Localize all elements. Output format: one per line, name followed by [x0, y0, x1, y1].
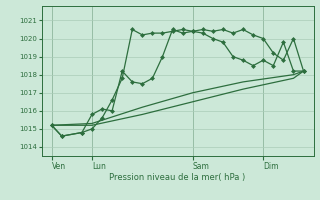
X-axis label: Pression niveau de la mer( hPa ): Pression niveau de la mer( hPa ): [109, 173, 246, 182]
